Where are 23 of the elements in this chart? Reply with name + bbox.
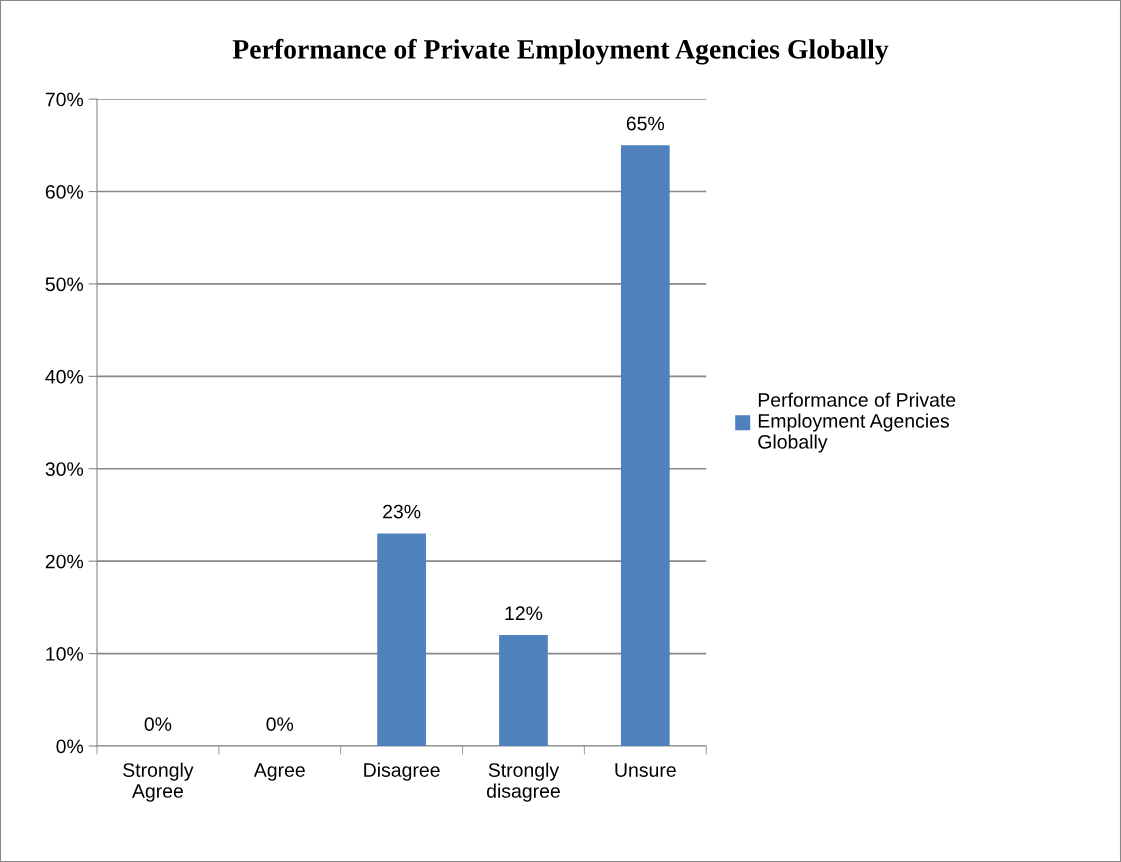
x-tick-label: Agree xyxy=(253,763,305,781)
y-tick-label: 50% xyxy=(45,277,84,292)
y-tick-label: 10% xyxy=(46,647,84,661)
data-label: 0% xyxy=(144,717,172,732)
legend-label: Performance of Private Employment Agencies Globally xyxy=(758,392,956,453)
y-tick-label: 20% xyxy=(45,554,84,569)
bar xyxy=(377,533,426,746)
x-tick-label: Unsure xyxy=(615,763,676,777)
x-tick-label: Strongly disagree xyxy=(486,762,560,802)
data-label: 65% xyxy=(626,116,665,131)
y-tick-label: 60% xyxy=(45,185,84,199)
y-tick-label: 70% xyxy=(45,92,84,107)
bar xyxy=(499,635,548,746)
data-label: 12% xyxy=(505,606,543,621)
y-tick-label: 40% xyxy=(45,369,84,384)
y-tick-label: 0% xyxy=(56,739,84,754)
bar xyxy=(620,145,670,746)
x-tick-label: Strongly Agree xyxy=(123,762,194,802)
y-tick-label: 30% xyxy=(45,462,84,476)
data-label: 23% xyxy=(383,504,421,519)
x-tick-label: Disagree xyxy=(364,762,440,781)
chart-title: Performance of Private Employment Agencies Globally xyxy=(232,38,889,65)
data-label: 0% xyxy=(266,717,294,732)
